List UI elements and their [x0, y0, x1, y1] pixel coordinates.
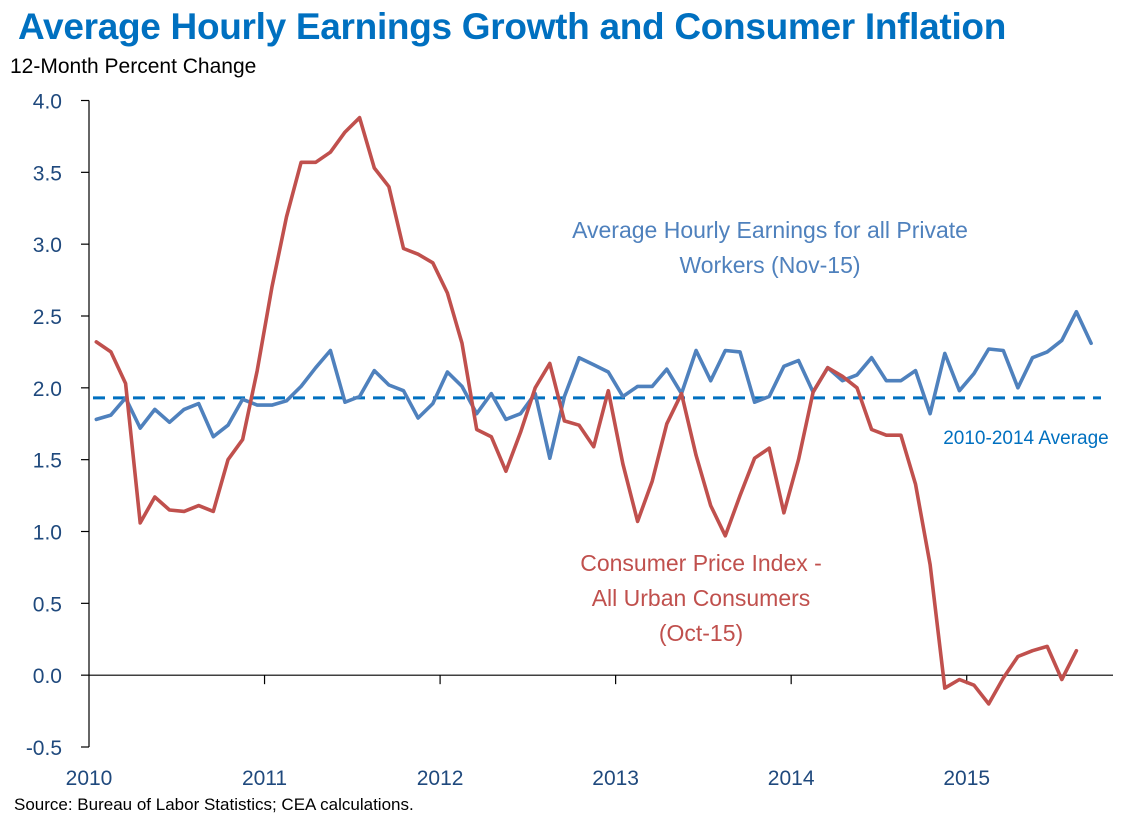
ahe-series-annotation: Average Hourly Earnings for all Private	[572, 217, 968, 243]
x-tick-label: 2010	[66, 767, 113, 790]
y-tick-label: 1.5	[33, 450, 62, 473]
series-lines	[94, 115, 1093, 706]
y-tick-label: 2.0	[33, 378, 62, 401]
x-tick-label: 2013	[592, 767, 639, 790]
x-tick-label: 2015	[943, 767, 990, 790]
x-tick-label: 2011	[242, 767, 287, 790]
annotations: Average Hourly Earnings for all Private W…	[572, 217, 1109, 646]
cpi-series-annotation: Consumer Price Index -	[580, 550, 822, 576]
x-tick-label: 2012	[417, 767, 464, 790]
y-axis-ticks: 4.0 3.5 3.0 2.5 2.0 1.5 1.0 0.5 0.0 -0.5	[26, 91, 89, 760]
x-axis-ticks: 2010 2011 2012 2013 2014 2015	[66, 675, 990, 790]
cpi-series-line	[94, 115, 1079, 706]
average-line-annotation: 2010-2014 Average	[943, 428, 1109, 449]
ahe-series-annotation: Workers (Nov-15)	[679, 252, 860, 278]
chart-title: Average Hourly Earnings Growth and Consu…	[18, 6, 1007, 47]
y-tick-label: 1.0	[33, 522, 62, 545]
ahe-series-line	[94, 309, 1093, 461]
y-tick-label: 4.0	[33, 91, 62, 114]
cpi-series-annotation: All Urban Consumers	[592, 585, 811, 611]
y-tick-label: 2.5	[33, 306, 62, 329]
y-tick-label: 3.5	[33, 162, 62, 185]
y-axis-label: 12-Month Percent Change	[10, 55, 257, 78]
y-tick-label: 3.0	[33, 234, 62, 257]
y-tick-label: 0.0	[33, 665, 62, 688]
y-tick-label: -0.5	[26, 737, 62, 760]
cpi-series-annotation: (Oct-15)	[659, 620, 743, 646]
y-tick-label: 0.5	[33, 593, 62, 616]
x-tick-label: 2014	[768, 767, 815, 790]
source-note: Source: Bureau of Labor Statistics; CEA …	[14, 795, 414, 814]
